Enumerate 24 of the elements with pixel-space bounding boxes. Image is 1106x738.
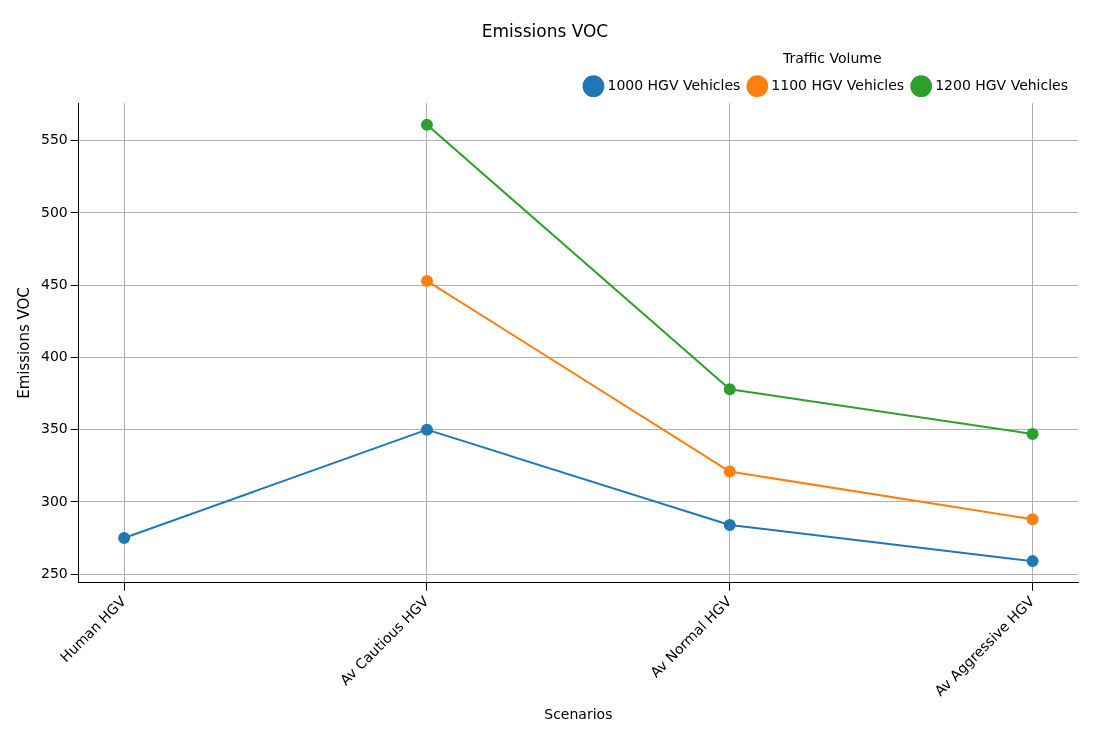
y-tick-label: 500 [40,203,68,220]
point [723,465,736,478]
point [420,423,433,436]
y-tick-label: 250 [40,564,68,581]
point [723,519,736,532]
point [1026,428,1039,440]
point [723,383,736,396]
legend-label: 1100 HGV Vehicles [771,76,905,93]
x-axis-title: Scenarios [544,706,613,723]
y-tick-label: 300 [40,492,68,509]
y-tick-label: 550 [40,131,68,148]
legend-label: 1000 HGV Vehicles [607,76,741,93]
chart-title: Emissions VOC [481,20,609,41]
y-tick-label: 350 [40,420,68,437]
y-tick-label: 450 [40,275,68,292]
point [118,532,131,545]
point [1026,555,1039,568]
point [1026,513,1039,526]
legend-title: Traffic Volume [781,50,882,67]
point [420,274,433,287]
point [420,118,433,131]
y-tick-label: 400 [40,348,68,365]
y-axis-title: Emissions VOC [14,287,33,399]
legend-label: 1200 HGV Vehicles [935,76,1068,93]
